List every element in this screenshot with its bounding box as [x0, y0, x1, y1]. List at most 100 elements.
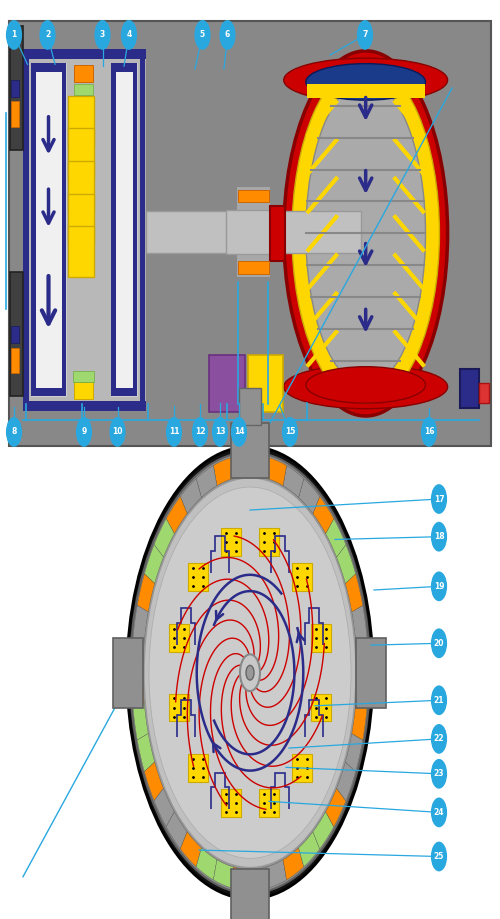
- Bar: [112, 63, 138, 72]
- Wedge shape: [326, 518, 346, 557]
- Bar: [231, 869, 269, 919]
- Bar: [31, 388, 66, 396]
- Circle shape: [231, 417, 247, 447]
- Wedge shape: [214, 458, 234, 485]
- Ellipse shape: [284, 365, 448, 409]
- Circle shape: [431, 724, 447, 754]
- Bar: [460, 369, 479, 407]
- Bar: [62, 63, 66, 396]
- Text: 20: 20: [434, 639, 444, 648]
- Bar: [209, 355, 245, 412]
- Circle shape: [212, 417, 228, 447]
- Bar: [270, 206, 284, 261]
- Circle shape: [220, 20, 236, 50]
- Text: 15: 15: [285, 427, 295, 437]
- Text: 19: 19: [434, 582, 444, 591]
- Wedge shape: [313, 496, 334, 534]
- Circle shape: [127, 447, 373, 899]
- Circle shape: [431, 759, 447, 789]
- Text: 25: 25: [434, 852, 444, 861]
- Bar: [68, 96, 94, 146]
- Bar: [74, 371, 94, 382]
- Circle shape: [421, 417, 437, 447]
- Circle shape: [240, 654, 260, 691]
- Text: 9: 9: [82, 427, 86, 437]
- Text: 23: 23: [434, 769, 444, 778]
- Wedge shape: [313, 811, 334, 849]
- Circle shape: [431, 798, 447, 827]
- Bar: [356, 638, 386, 708]
- Circle shape: [144, 478, 356, 868]
- Wedge shape: [154, 518, 174, 557]
- Wedge shape: [346, 733, 362, 772]
- Bar: [259, 528, 279, 556]
- Wedge shape: [138, 733, 154, 772]
- Bar: [113, 638, 143, 708]
- Text: 2: 2: [45, 30, 50, 40]
- Wedge shape: [346, 573, 362, 612]
- Bar: [12, 80, 20, 96]
- Circle shape: [130, 452, 370, 893]
- Text: 8: 8: [12, 427, 16, 437]
- Circle shape: [76, 417, 92, 447]
- Text: 17: 17: [434, 494, 444, 504]
- Wedge shape: [166, 811, 187, 849]
- Text: 7: 7: [362, 30, 368, 40]
- Circle shape: [282, 417, 298, 447]
- Bar: [12, 101, 20, 127]
- Circle shape: [431, 484, 447, 514]
- Text: 12: 12: [195, 427, 205, 437]
- Circle shape: [110, 417, 126, 447]
- Circle shape: [6, 417, 22, 447]
- Circle shape: [149, 487, 351, 858]
- Wedge shape: [180, 479, 202, 514]
- Wedge shape: [283, 466, 304, 497]
- Bar: [311, 694, 331, 721]
- Text: 3: 3: [100, 30, 105, 40]
- Bar: [74, 382, 94, 399]
- Circle shape: [192, 417, 208, 447]
- Ellipse shape: [306, 63, 426, 100]
- Bar: [259, 789, 279, 817]
- Ellipse shape: [284, 51, 448, 416]
- Bar: [221, 789, 241, 817]
- Wedge shape: [266, 458, 286, 485]
- Circle shape: [431, 842, 447, 871]
- Wedge shape: [266, 860, 286, 888]
- Text: 16: 16: [424, 427, 434, 437]
- Bar: [112, 63, 138, 396]
- Wedge shape: [232, 867, 250, 891]
- Wedge shape: [133, 703, 148, 740]
- Wedge shape: [196, 848, 217, 879]
- Circle shape: [94, 20, 110, 50]
- Wedge shape: [144, 762, 164, 800]
- Wedge shape: [336, 545, 355, 584]
- Bar: [221, 528, 241, 556]
- Bar: [188, 563, 208, 591]
- Bar: [292, 563, 312, 591]
- Bar: [31, 63, 66, 72]
- Bar: [68, 194, 94, 244]
- Bar: [23, 49, 146, 411]
- Wedge shape: [283, 848, 304, 879]
- Bar: [112, 63, 116, 396]
- Bar: [236, 186, 270, 278]
- Wedge shape: [250, 867, 268, 891]
- Text: 13: 13: [215, 427, 225, 437]
- Text: 1: 1: [12, 30, 16, 40]
- Wedge shape: [298, 479, 320, 514]
- Circle shape: [121, 20, 137, 50]
- Bar: [12, 326, 20, 343]
- Text: 21: 21: [434, 696, 444, 705]
- Circle shape: [194, 20, 210, 50]
- Bar: [9, 21, 491, 446]
- Circle shape: [431, 522, 447, 551]
- Circle shape: [431, 686, 447, 715]
- Bar: [10, 26, 23, 150]
- Wedge shape: [180, 832, 202, 867]
- Bar: [74, 84, 94, 95]
- Wedge shape: [356, 673, 368, 707]
- Wedge shape: [132, 639, 144, 673]
- Bar: [68, 129, 94, 179]
- Bar: [248, 355, 283, 412]
